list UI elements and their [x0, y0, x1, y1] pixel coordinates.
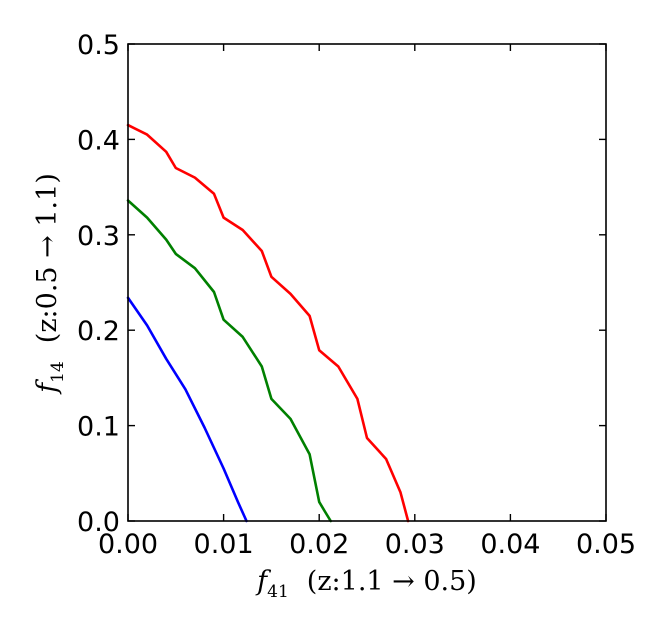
x-tick-label: 0.00 [98, 529, 158, 560]
y-tick-label: 0.5 [77, 30, 120, 61]
x-axis-subscript: 41 [267, 582, 289, 602]
x-tick-label: 0.03 [385, 529, 445, 560]
y-axis-symbol: f [32, 379, 63, 395]
y-tick-label: 0.1 [77, 412, 120, 443]
x-tick-label: 0.01 [194, 529, 254, 560]
series-line-3 [126, 123, 410, 523]
x-axis-symbol: f [255, 566, 271, 597]
y-tick-label: 0.4 [77, 125, 120, 156]
x-tick-label: 0.05 [576, 529, 636, 560]
y-axis-subscript: 14 [48, 361, 68, 383]
x-axis-detail: (z:1.1 → 0.5) [307, 566, 477, 597]
y-axis-label: f14 (z:0.5 → 1.1) [32, 173, 68, 395]
tick-layer: 0.00 0.01 0.02 0.03 0.04 0.05 0.0 0.1 0.2 0.3 0.4 0… [77, 30, 636, 560]
y-tick-label: 0.3 [77, 221, 120, 252]
plot-frame [127, 43, 607, 522]
y-tick-label: 0.0 [77, 507, 120, 538]
series-layer [126, 123, 410, 523]
y-axis-detail: (z:0.5 → 1.1) [32, 173, 63, 343]
x-axis-label: f41 (z:1.1 → 0.5) [255, 566, 477, 602]
series-line-1 [126, 296, 248, 523]
x-tick-label: 0.02 [289, 529, 349, 560]
series-line-2 [126, 199, 333, 523]
y-tick-label: 0.2 [77, 316, 120, 347]
x-tick-label: 0.04 [480, 529, 540, 560]
